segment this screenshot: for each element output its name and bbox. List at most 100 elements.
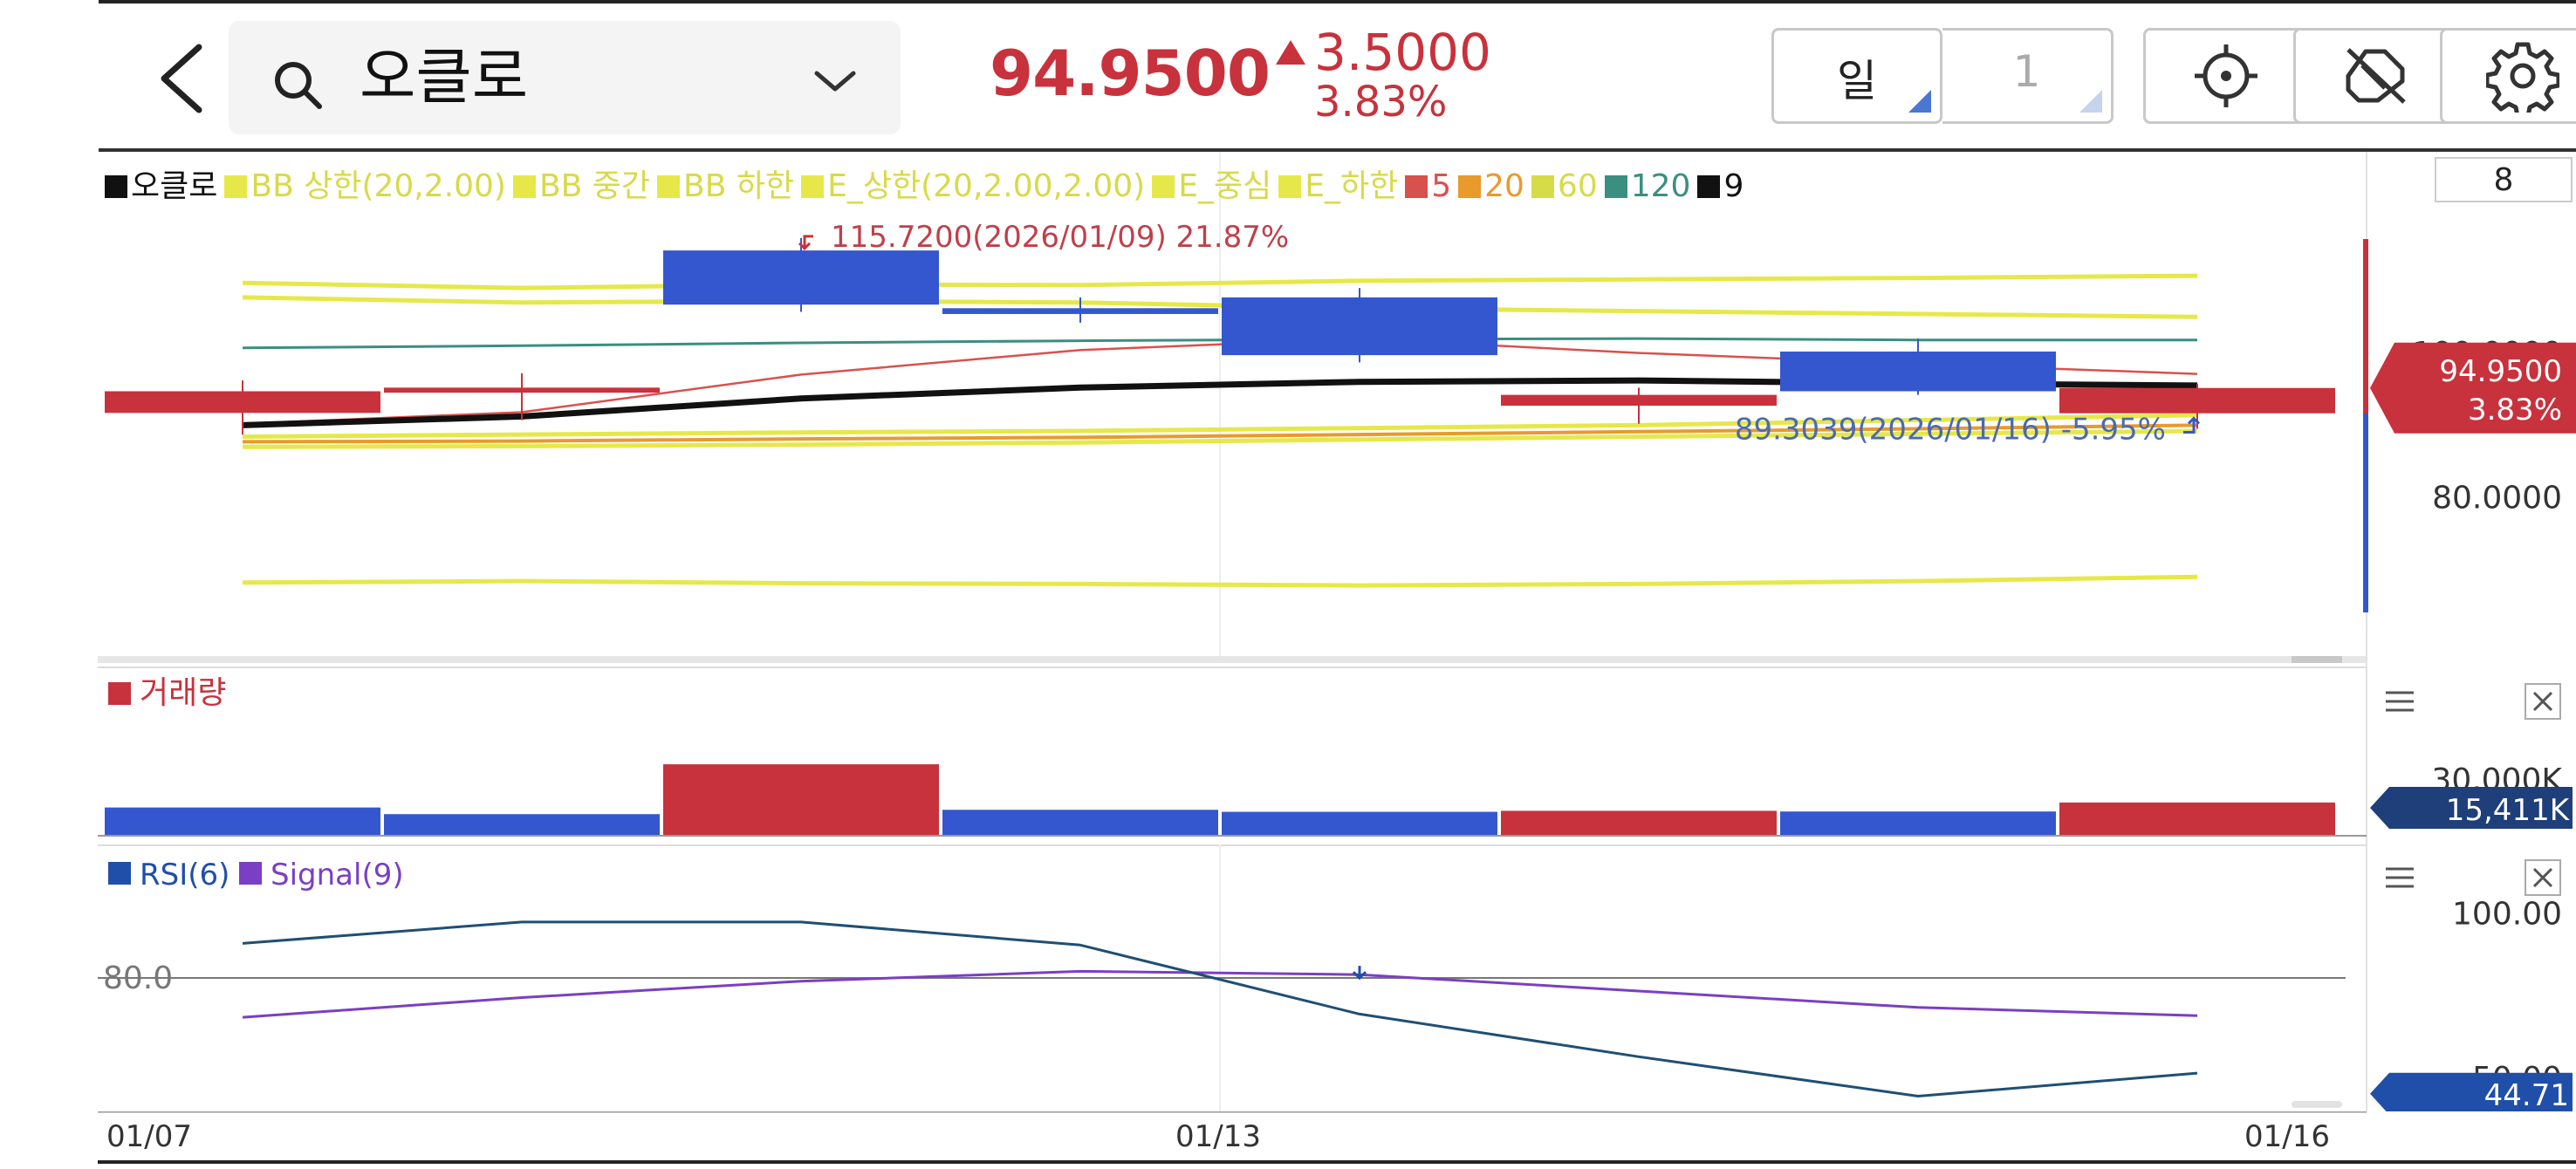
price-legend: 오클로 BB 상한(20,2.00) BB 중간 BB 하한 E_상한(20,2.00,… [105,161,1750,213]
drawing-eraser-button[interactable] [2293,28,2459,124]
signal-line [242,969,2198,1019]
volume-badge [2370,787,2573,829]
panel-scrollbar-thumb[interactable] [2292,656,2342,663]
current-price-badge [2370,342,2576,434]
legend-label: 120 [1630,168,1691,204]
legend-swatch [657,175,681,198]
legend-item[interactable]: 120 [1604,161,1691,213]
panel-menu-icon[interactable] [2386,691,2414,712]
legend-swatch [224,175,248,198]
panel-scrollbar-track[interactable] [98,656,2367,663]
settings-button[interactable] [2440,28,2576,124]
panel-close-icon[interactable] [2525,859,2561,896]
volume-bar[interactable] [942,810,1218,836]
corner-triangle-icon [2079,90,2102,113]
candle-body[interactable] [663,250,939,305]
period-count-button[interactable]: 1 [1942,28,2114,124]
legend-item[interactable]: 오클로 [105,161,217,213]
envelope-upper-line [242,413,2198,440]
chevron-down-icon[interactable] [805,59,866,103]
current-price-badge-value: 94.9500 [2439,354,2562,389]
low-annotation: 89.3039(2026/01/16) -5.95% [1735,412,2166,447]
candle-body[interactable] [942,308,1218,314]
current-price: 94.9500 [990,37,1271,110]
volume-badge-value: 15,411K [2446,793,2571,828]
up-triangle-icon [1276,40,1305,65]
legend-swatch [512,175,536,198]
legend-label[interactable]: RSI(6) [140,858,230,892]
y-axis-label: 100.00 [2452,897,2562,933]
rsi-line [242,920,2198,1097]
candle-body[interactable] [384,387,660,393]
volume-bar[interactable] [1222,811,1497,836]
legend-label: 5 [1431,168,1452,204]
legend-item[interactable]: E_하한 [1278,161,1398,213]
legend-label: 오클로 [131,168,218,204]
legend-swatch [1697,175,1721,198]
legend-item[interactable]: 20 [1458,161,1524,213]
x-axis-tick-label: 01/13 [1175,1119,1261,1154]
crosshair-button[interactable] [2143,28,2309,124]
legend-label[interactable]: Signal(9) [271,858,404,892]
stock-name: 오클로 [360,41,529,113]
visible-count-box[interactable]: 8 [2435,157,2573,202]
legend-label: 60 [1557,168,1598,204]
current-price-badge-percent: 3.83% [2468,393,2562,427]
legend-label: BB 중간 [538,168,651,204]
panel-scrollbar-thumb[interactable] [2292,1101,2342,1108]
low-marker-arrow [2183,416,2201,434]
legend-item[interactable]: 9 [1697,161,1744,213]
back-button[interactable] [148,35,218,122]
price-chart-panel[interactable]: 115.7200(2026/01/09) 21.87% 89.3039(2026/… [0,152,2576,667]
legend-item[interactable]: BB 상한(20,2.00) [224,161,506,213]
crossover-marker [1352,966,1367,981]
volume-bar[interactable] [1780,811,2056,836]
legend-item[interactable]: BB 중간 [512,161,651,213]
candle-body[interactable] [2059,387,2335,414]
legend-swatch [239,862,262,885]
envelope-lower-line [242,428,2198,449]
volume-bar[interactable] [105,807,380,836]
legend-item[interactable]: 60 [1531,161,1598,213]
corner-triangle-icon [1908,90,1931,113]
stock-search-box[interactable]: 오클로 [229,21,901,134]
volume-chart-panel[interactable]: 거래량 30,000K 15,411K [0,665,2576,844]
high-annotation: 115.7200(2026/01/09) 21.87% [831,220,1289,255]
volume-legend-label: 거래량 [140,675,226,711]
candle-body[interactable] [1222,297,1497,356]
bollinger-middle-line [242,295,2198,319]
legend-label: BB 하한 [683,168,795,204]
candle-body[interactable] [1501,394,1777,407]
volume-bar[interactable] [663,764,939,836]
top-border [99,0,2576,3]
x-axis-tick-label: 01/16 [2244,1119,2330,1154]
search-icon [275,62,322,109]
period-type-button[interactable]: 일 [1771,28,1942,124]
range-bar-down [2363,414,2368,612]
period-count-label: 1 [2012,46,2041,97]
legend-item[interactable]: E_중심 [1152,161,1271,213]
legend-item[interactable]: E_상한(20,2.00,2.00) [801,161,1145,213]
close-cross [2532,691,2553,712]
legend-label: 9 [1723,168,1744,204]
legend-item[interactable]: BB 하한 [657,161,794,213]
x-axis: 01/07 01/13 01/16 [0,1110,2576,1166]
price-chart-canvas[interactable]: 115.7200(2026/01/09) 21.87% 89.3039(2026/… [0,152,2576,667]
legend-swatch [108,682,131,705]
x-axis-tick-label: 01/07 [106,1119,192,1154]
range-bar-up [2363,239,2368,414]
panel-menu-icon[interactable] [2386,867,2414,888]
bollinger-lower-line [242,574,2198,588]
volume-bar[interactable] [384,814,660,836]
candle-body[interactable] [105,391,380,414]
volume-bar[interactable] [2059,802,2335,836]
panel-close-icon[interactable] [2525,683,2561,720]
volume-bar[interactable] [1501,810,1777,836]
legend-item[interactable]: 5 [1405,161,1451,213]
legend-label: 20 [1484,168,1524,204]
candle-body[interactable] [1780,351,2056,392]
price-change-percent: 3.83% [1314,78,1448,126]
